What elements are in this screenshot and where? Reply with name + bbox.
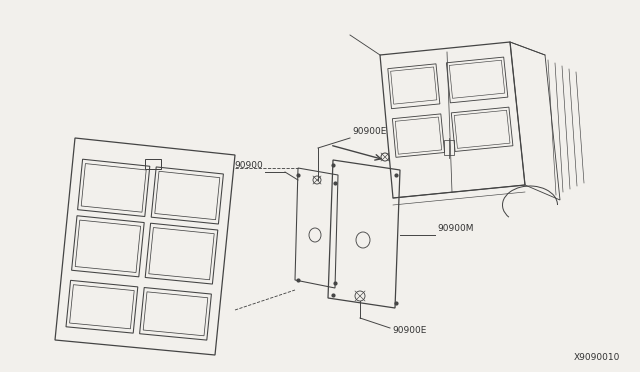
Text: 90900M: 90900M [437,224,474,233]
Bar [444,140,454,155]
Text: 90900E: 90900E [392,326,426,335]
Bar [145,158,161,169]
Text: X9090010: X9090010 [573,353,620,362]
Text: 90900: 90900 [234,161,263,170]
Text: 90900E: 90900E [352,127,387,136]
